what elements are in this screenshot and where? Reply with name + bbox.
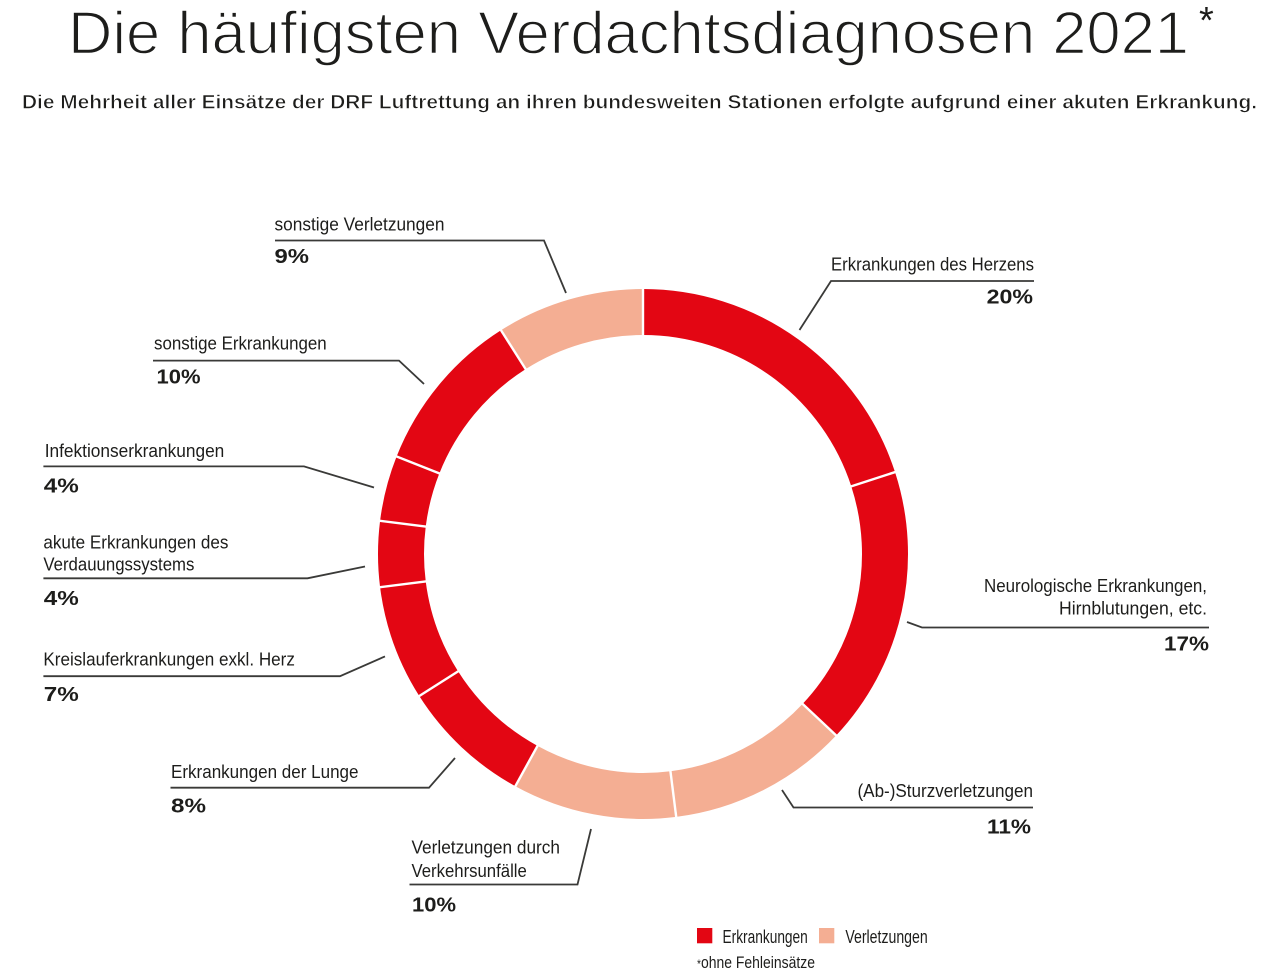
svg-text:11%: 11% — [987, 816, 1031, 839]
svg-text:Erkrankungen: Erkrankungen — [723, 927, 808, 947]
svg-text:Erkrankungen des Herzens: Erkrankungen des Herzens — [831, 255, 1034, 275]
svg-text:7%: 7% — [44, 683, 79, 706]
svg-text:Verdauungssystems: Verdauungssystems — [43, 555, 194, 575]
svg-text:Hirnblutungen, etc.: Hirnblutungen, etc. — [1059, 599, 1207, 619]
svg-text:8%: 8% — [171, 795, 206, 818]
svg-text:Infektionserkrankungen: Infektionserkrankungen — [45, 441, 225, 461]
svg-text:(Ab-)Sturzverletzungen: (Ab-)Sturzverletzungen — [858, 781, 1034, 801]
svg-text:*ohne Fehleinsätze: *ohne Fehleinsätze — [697, 954, 815, 972]
svg-text:*: * — [1199, 0, 1214, 42]
svg-text:akute Erkrankungen des: akute Erkrankungen des — [43, 533, 228, 553]
svg-text:10%: 10% — [157, 366, 201, 389]
svg-text:Neurologische Erkrankungen,: Neurologische Erkrankungen, — [984, 576, 1207, 596]
svg-text:4%: 4% — [44, 475, 79, 498]
svg-text:Die häufigsten Verdachtsdiagno: Die häufigsten Verdachtsdiagnosen 2021 — [68, 0, 1189, 67]
svg-text:17%: 17% — [1164, 633, 1209, 656]
svg-text:Verletzungen durch: Verletzungen durch — [412, 838, 561, 858]
svg-text:sonstige Verletzungen: sonstige Verletzungen — [275, 215, 445, 235]
svg-text:Die Mehrheit aller Einsätze de: Die Mehrheit aller Einsätze der DRF Luft… — [22, 92, 1257, 114]
svg-text:10%: 10% — [412, 894, 456, 917]
svg-text:Erkrankungen der Lunge: Erkrankungen der Lunge — [171, 762, 359, 782]
svg-text:9%: 9% — [275, 245, 310, 268]
svg-text:Verletzungen: Verletzungen — [845, 927, 927, 947]
svg-text:Kreislauferkrankungen exkl. He: Kreislauferkrankungen exkl. Herz — [43, 650, 295, 670]
svg-text:Verkehrsunfälle: Verkehrsunfälle — [412, 861, 527, 881]
svg-text:sonstige Erkrankungen: sonstige Erkrankungen — [154, 334, 327, 354]
svg-text:4%: 4% — [44, 587, 79, 610]
svg-text:20%: 20% — [987, 286, 1033, 309]
